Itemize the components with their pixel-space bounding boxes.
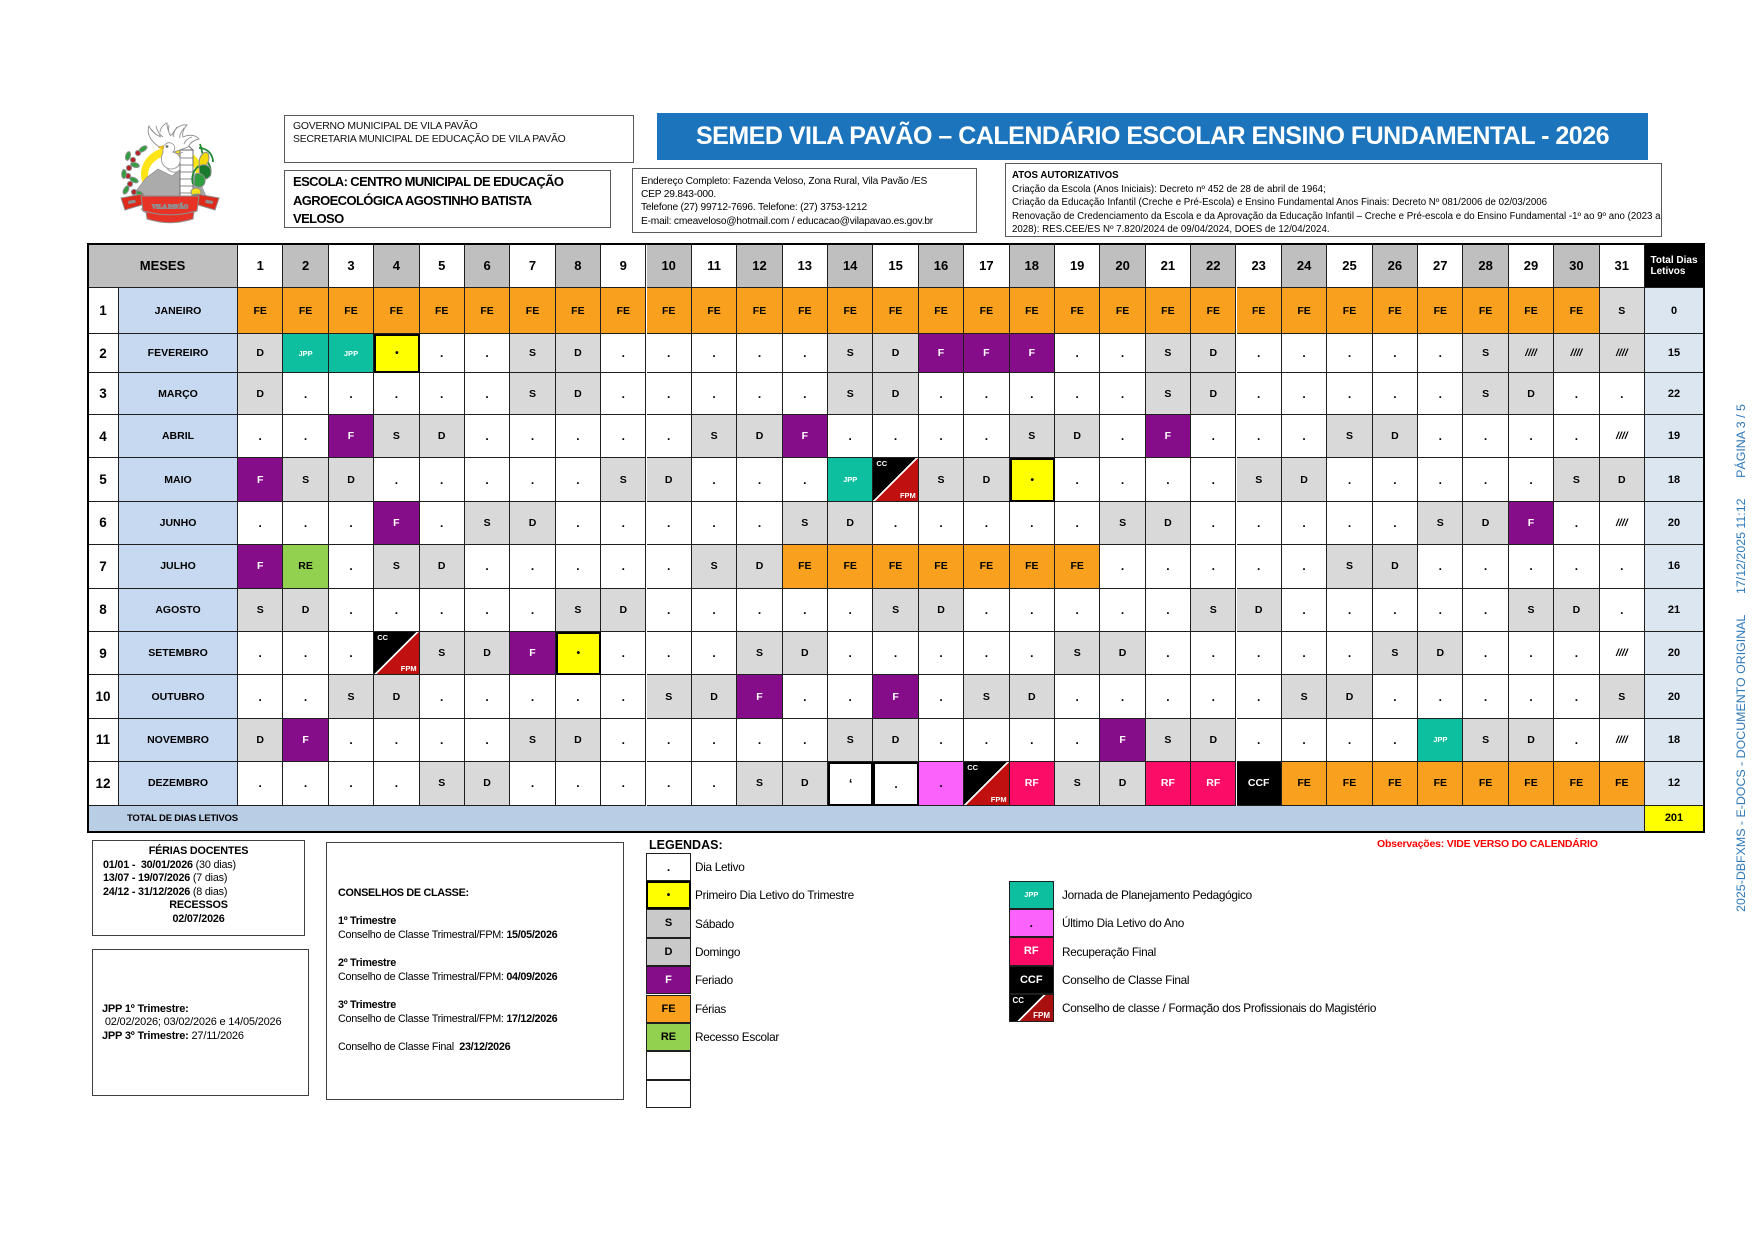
svg-text:1990: 1990 [205,199,213,204]
svg-text:1890: 1890 [128,199,136,204]
svg-text:VILA PAVÃO: VILA PAVÃO [152,203,189,211]
